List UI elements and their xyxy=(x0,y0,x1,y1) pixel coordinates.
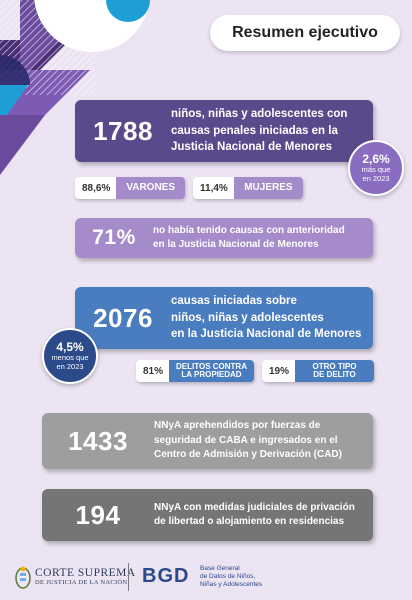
chip-otro-delito: 19% OTRO TIPO DE DELITO xyxy=(262,360,374,382)
chip-varones: 88,6% VARONES xyxy=(75,177,185,199)
stat-card-aprehendidos: 1433 NNyA aprehendidos por fuerzas de se… xyxy=(42,413,373,469)
stat-card-causas-iniciadas: 2076 causas iniciadas sobre niños, niñas… xyxy=(75,287,373,349)
bgd-logo-text: Base General de Datos de Niños, Niñas y … xyxy=(200,565,263,588)
stat-description: no había tenido causas con anterioridad … xyxy=(153,224,345,251)
stat-description: causas iniciadas sobre niños, niñas y ad… xyxy=(171,294,362,341)
variation-bubble-decrease: 4,5% menos que en 2023 xyxy=(42,328,98,384)
stat-number: 2076 xyxy=(93,302,153,333)
stat-description: NNyA aprehendidos por fuerzas de segurid… xyxy=(154,420,342,461)
chip-delitos-propiedad: 81% DELITOS CONTRA LA PROPIEDAD xyxy=(136,360,254,382)
decorative-shapes xyxy=(0,0,200,200)
stat-number: 1433 xyxy=(68,425,128,456)
stat-description: niños, niñas y adolescentes con causas p… xyxy=(171,107,348,154)
chip-mujeres: 11,4% MUJERES xyxy=(193,177,303,199)
stat-number: 194 xyxy=(75,499,121,530)
csj-emblem-icon xyxy=(14,564,32,590)
stat-description: NNyA con medidas judiciales de privación… xyxy=(154,501,355,528)
stat-card-ninos-causas: 1788 niños, niñas y adolescentes con cau… xyxy=(75,100,373,162)
footer-divider xyxy=(128,563,129,591)
stat-card-medidas-judiciales: 194 NNyA con medidas judiciales de priva… xyxy=(42,489,373,541)
stat-number: 1788 xyxy=(93,115,153,146)
variation-bubble-increase: 2,6% más que en 2023 xyxy=(348,140,404,196)
page-title: Resumen ejecutivo xyxy=(210,15,400,51)
stat-number: 71% xyxy=(92,226,136,249)
bgd-logo: BGD xyxy=(142,565,190,587)
csj-logo-text: CORTE SUPREMA DE JUSTICIA DE LA NACIÓN xyxy=(35,567,136,586)
stat-card-sin-causas-previas: 71% no había tenido causas con anteriori… xyxy=(75,218,373,258)
